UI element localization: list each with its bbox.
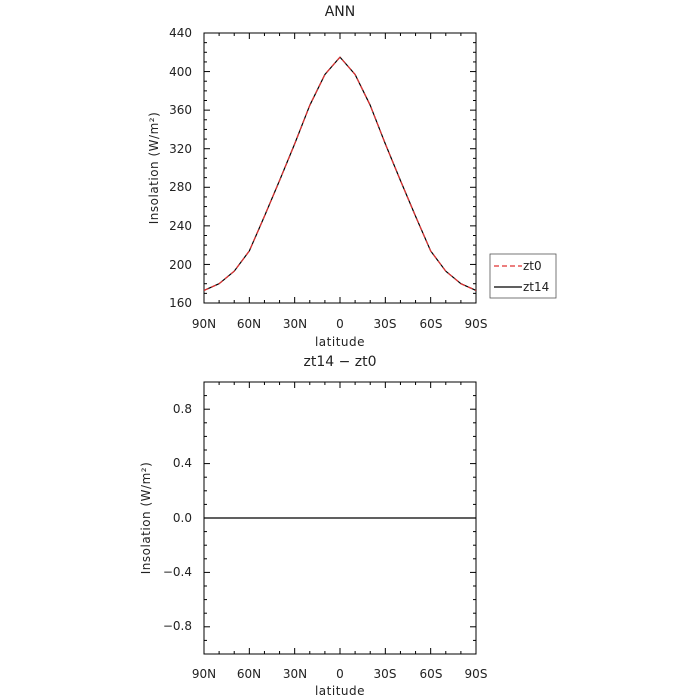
top-x-tick-label-30n: 30N [283,317,307,331]
top-y-tick-label-320: 320 [169,142,192,156]
bottom-panel: zt14 − zt0 90N 60N 30N 0 30S 60S 90S −0.… [139,354,487,698]
top-series-group [203,56,477,292]
top-legend: zt0 zt14 [489,253,557,299]
top-panel: ANN 90N 60N 30N 0 30S 60S 90S 160 200 24… [147,4,557,349]
top-x-tick-label-0: 0 [336,317,344,331]
bottom-y-tick-labels: −0.8 −0.4 0.0 0.4 0.8 [163,402,192,633]
top-x-tick-label-60s: 60S [420,317,443,331]
top-x-tick-label-30s: 30S [374,317,397,331]
bottom-x-tick-label-30n: 30N [283,667,307,681]
legend-label-zt0: zt0 [523,259,542,273]
legend-label-zt14: zt14 [523,280,549,294]
top-y-tick-label-160: 160 [169,296,192,310]
bottom-x-tick-labels: 90N 60N 30N 0 30S 60S 90S [192,667,488,681]
bottom-x-tick-label-30s: 30S [374,667,397,681]
bottom-x-tick-label-90s: 90S [465,667,488,681]
top-x-tick-label-60n: 60N [237,317,261,331]
top-y-tick-labels: 160 200 240 280 320 360 400 440 [169,26,192,310]
top-grid-ticks [203,32,477,304]
top-plot-frame [203,32,477,304]
top-chart-title: ANN [325,4,356,20]
top-series-line-zt14 [203,56,477,292]
top-x-tick-label-90s: 90S [465,317,488,331]
bottom-y-tick-label-0-0: 0.0 [173,511,192,525]
bottom-y-tick-label-0-8: 0.8 [173,402,192,416]
bottom-y-tick-label-neg0-8: −0.8 [163,619,192,633]
top-y-tick-label-240: 240 [169,219,192,233]
bottom-x-axis-label: latitude [315,684,365,698]
top-y-tick-label-400: 400 [169,65,192,79]
top-x-axis-label: latitude [315,335,365,349]
bottom-x-tick-label-60s: 60S [420,667,443,681]
bottom-x-tick-label-90n: 90N [192,667,216,681]
top-x-tick-labels: 90N 60N 30N 0 30S 60S 90S [192,317,488,331]
top-series-line-zt0 [203,56,477,292]
top-x-tick-label-90n: 90N [192,317,216,331]
top-y-tick-label-200: 200 [169,258,192,272]
top-y-tick-label-280: 280 [169,180,192,194]
bottom-x-tick-label-0: 0 [336,667,344,681]
top-y-axis-label: Insolation (W/m²) [147,112,161,225]
bottom-y-tick-label-neg0-4: −0.4 [163,565,192,579]
bottom-y-tick-label-0-4: 0.4 [173,456,192,470]
top-y-tick-label-360: 360 [169,103,192,117]
legend-box [489,253,557,299]
top-y-tick-label-440: 440 [169,26,192,40]
bottom-chart-title: zt14 − zt0 [303,354,376,370]
bottom-x-tick-label-60n: 60N [237,667,261,681]
bottom-y-axis-label: Insolation (W/m²) [139,462,153,575]
